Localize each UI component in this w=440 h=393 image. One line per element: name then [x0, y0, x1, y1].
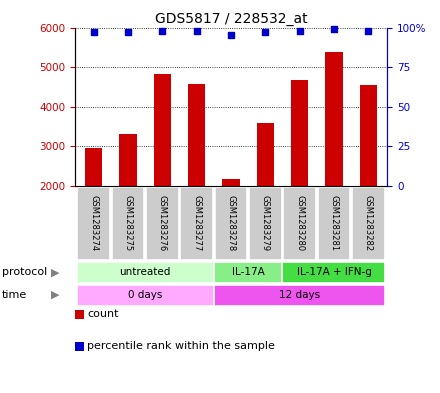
FancyBboxPatch shape — [180, 187, 213, 260]
Bar — [326, 52, 343, 265]
FancyBboxPatch shape — [282, 262, 385, 283]
Bar — [222, 179, 240, 265]
Text: GSM1283276: GSM1283276 — [158, 195, 167, 252]
Text: GSM1283275: GSM1283275 — [124, 195, 132, 251]
Point — [365, 28, 372, 34]
Point — [296, 28, 303, 34]
Text: IL-17A: IL-17A — [232, 267, 264, 277]
FancyBboxPatch shape — [352, 187, 385, 260]
Bar — [119, 134, 136, 265]
Text: ▶: ▶ — [51, 290, 59, 300]
FancyBboxPatch shape — [318, 187, 351, 260]
Text: untreated: untreated — [120, 267, 171, 277]
Text: time: time — [2, 290, 27, 300]
Text: GSM1283274: GSM1283274 — [89, 195, 98, 251]
FancyBboxPatch shape — [249, 187, 282, 260]
FancyBboxPatch shape — [77, 285, 214, 306]
FancyBboxPatch shape — [146, 187, 179, 260]
FancyBboxPatch shape — [214, 262, 282, 283]
FancyBboxPatch shape — [283, 187, 316, 260]
Point — [193, 28, 200, 34]
Text: GSM1283277: GSM1283277 — [192, 195, 201, 252]
Title: GDS5817 / 228532_at: GDS5817 / 228532_at — [155, 13, 307, 26]
Point — [159, 28, 166, 34]
Point — [125, 29, 132, 35]
Text: count: count — [87, 309, 119, 320]
Bar — [291, 80, 308, 265]
Text: GSM1283282: GSM1283282 — [364, 195, 373, 251]
Bar — [154, 74, 171, 265]
Text: protocol: protocol — [2, 267, 48, 277]
Text: percentile rank within the sample: percentile rank within the sample — [87, 341, 275, 351]
FancyBboxPatch shape — [111, 187, 144, 260]
Bar — [188, 84, 205, 265]
Text: ▶: ▶ — [51, 267, 59, 277]
Text: IL-17A + IFN-g: IL-17A + IFN-g — [297, 267, 371, 277]
Point — [262, 29, 269, 35]
Bar — [257, 123, 274, 265]
Text: GSM1283279: GSM1283279 — [261, 195, 270, 251]
FancyBboxPatch shape — [77, 187, 110, 260]
FancyBboxPatch shape — [77, 262, 214, 283]
Point — [227, 32, 235, 39]
FancyBboxPatch shape — [215, 187, 247, 260]
Bar — [360, 85, 377, 265]
Bar — [85, 148, 102, 265]
Text: 0 days: 0 days — [128, 290, 162, 300]
Text: GSM1283278: GSM1283278 — [227, 195, 235, 252]
Point — [330, 26, 337, 32]
Point — [90, 29, 97, 35]
FancyBboxPatch shape — [214, 285, 385, 306]
Text: GSM1283281: GSM1283281 — [330, 195, 338, 251]
Text: 12 days: 12 days — [279, 290, 320, 300]
Text: GSM1283280: GSM1283280 — [295, 195, 304, 251]
